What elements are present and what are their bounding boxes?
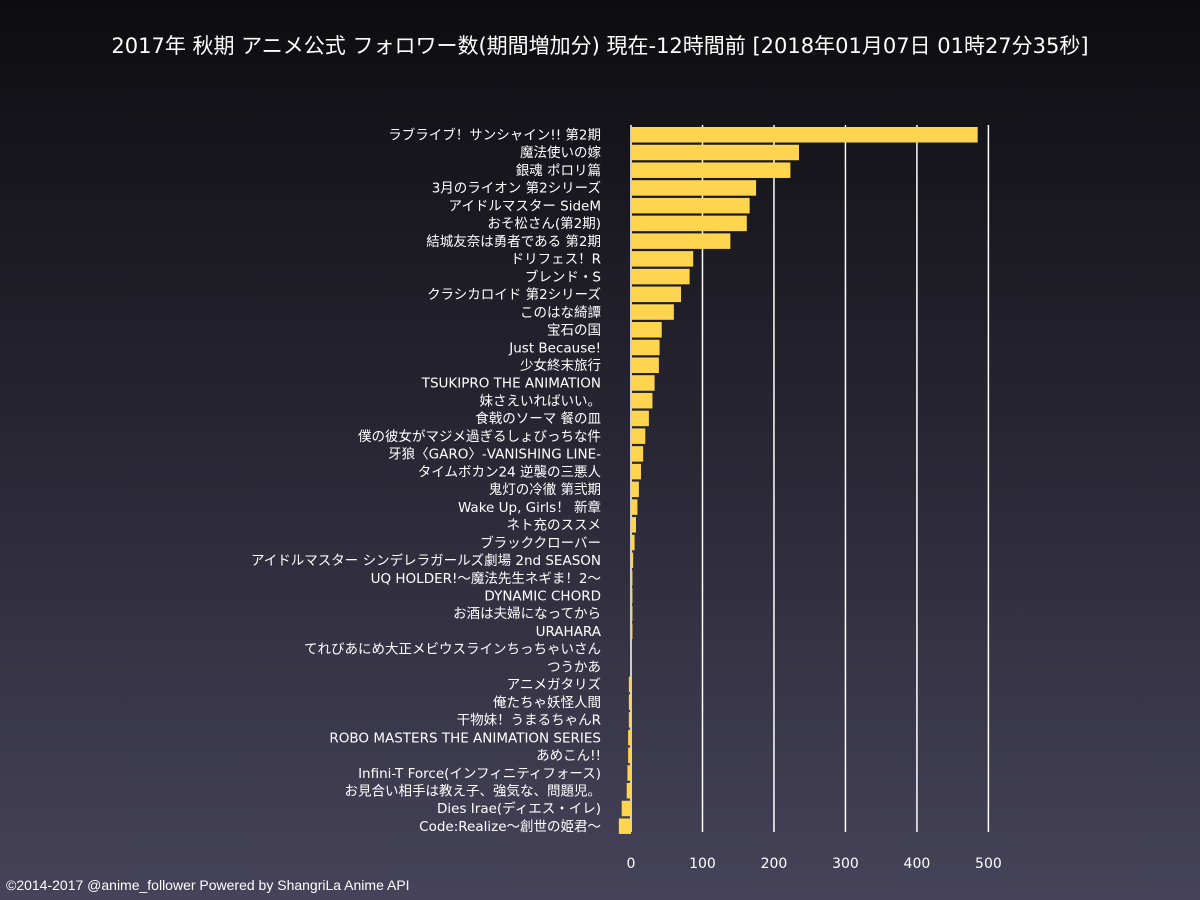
- category-label: Just Because!: [508, 340, 601, 356]
- category-label: つうかあ: [547, 659, 601, 675]
- category-label: 妹さえいればいい。: [480, 393, 602, 409]
- category-label: 僕の彼女がマジメ過ぎるしょびっちな件: [358, 428, 601, 445]
- bar: [631, 587, 633, 604]
- x-tick-label: 300: [832, 856, 859, 872]
- bar: [631, 144, 799, 161]
- category-label: 結城友奈は勇者である 第2期: [426, 233, 601, 250]
- category-label: あめこん!!: [536, 748, 601, 764]
- bar: [631, 268, 690, 285]
- bar: [631, 339, 660, 356]
- bar: [631, 623, 633, 639]
- bar: [627, 765, 631, 781]
- category-label: 俺たちゃ妖怪人間: [493, 695, 601, 711]
- category-label: 食戟のソーマ 餐の皿: [475, 410, 601, 427]
- category-label: ブレンド・S: [525, 268, 601, 285]
- category-label: アニメガタリズ: [507, 677, 601, 693]
- bar: [631, 534, 635, 551]
- bar: [631, 375, 655, 391]
- category-label: ネト充のススメ: [507, 518, 602, 534]
- category-label: Dies Irae(ディエス・イレ): [437, 800, 601, 817]
- bars: [618, 127, 978, 834]
- category-label: お酒は夫婦になってから: [453, 605, 601, 622]
- bar: [628, 747, 631, 764]
- category-label: 魔法使いの嫁: [520, 144, 601, 161]
- bar: [631, 215, 747, 232]
- bar: [631, 127, 978, 143]
- bar: [631, 517, 637, 533]
- category-label: お見合い相手は教え子、強気な、問題児。: [345, 784, 602, 800]
- category-label: タイムボカン24 逆襲の三悪人: [418, 463, 602, 480]
- x-tick-label: 100: [689, 856, 716, 872]
- bar: [631, 499, 638, 515]
- category-label: おそ松さん(第2期): [487, 215, 601, 232]
- category-label: てれびあにめ大正メビウスラインちっちゃいさん: [304, 642, 601, 658]
- category-label: 少女終末旅行: [520, 357, 601, 374]
- bar: [631, 392, 653, 409]
- bar: [618, 818, 631, 834]
- bar: [631, 570, 633, 586]
- chart-title: 2017年 秋期 アニメ公式 フォロワー数(期間増加分) 現在-12時間前 [2…: [111, 34, 1089, 58]
- bar: [628, 712, 631, 728]
- bar: [621, 800, 631, 817]
- category-label: 鬼灯の冷徹 第弐期: [489, 481, 601, 498]
- bar: [631, 197, 750, 214]
- category-label: 銀魂 ポロリ篇: [516, 163, 601, 179]
- bar: [631, 286, 682, 303]
- category-label: 3月のライオン 第2シリーズ: [432, 180, 601, 197]
- bar: [631, 251, 694, 267]
- category-label: TSUKIPRO THE ANIMATION: [421, 376, 601, 392]
- bar: [631, 304, 674, 320]
- bar: [628, 729, 631, 746]
- bar: [631, 605, 633, 622]
- bar: [631, 428, 646, 444]
- category-label: URAHARA: [536, 624, 602, 640]
- category-label: クラシカロイド 第2シリーズ: [427, 286, 601, 303]
- category-label: このはな綺譚: [520, 305, 601, 321]
- category-label: アイドルマスター SideM: [449, 198, 601, 214]
- category-label: 牙狼〈GARO〉-VANISHING LINE-: [388, 447, 601, 463]
- category-label: 宝石の国: [547, 323, 601, 339]
- bar: [631, 481, 639, 498]
- x-tick-labels: 0 100 200 300 400 500: [627, 856, 1002, 872]
- bar: [626, 783, 631, 799]
- bar: [628, 676, 631, 693]
- footer-credit: ©2014-2017 @anime_follower Powered by Sh…: [6, 877, 410, 893]
- bar: [631, 552, 634, 569]
- category-label: Code:Realize～創世の姫君～: [419, 819, 601, 835]
- category-label: 干物妹！うまるちゃんR: [457, 713, 601, 729]
- category-label: Infini-T Force(インフィニティフォース): [358, 766, 601, 782]
- category-label: ブラッククローバー: [480, 534, 601, 551]
- bar: [631, 322, 662, 338]
- x-tick-label: 400: [904, 856, 931, 872]
- category-label: ドリフェス！R: [511, 252, 601, 268]
- bar: [631, 162, 791, 178]
- x-tick-label: 0: [627, 856, 636, 872]
- bar: [631, 233, 731, 249]
- bar: [631, 180, 757, 196]
- category-label: ROBO MASTERS THE ANIMATION SERIES: [329, 730, 601, 746]
- category-label: ラブライブ！サンシャイン!! 第2期: [388, 127, 601, 144]
- x-tick-label: 200: [761, 856, 788, 872]
- category-label: アイドルマスター シンデレラガールズ劇場 2nd SEASON: [251, 552, 601, 569]
- bar: [631, 357, 659, 373]
- bar: [631, 446, 644, 462]
- category-label: Wake Up, Girls！ 新章: [458, 499, 601, 516]
- category-label: DYNAMIC CHORD: [484, 588, 601, 604]
- bar: [628, 694, 631, 710]
- x-tick-label: 500: [975, 856, 1002, 872]
- bar: [631, 410, 649, 427]
- bar: [631, 463, 642, 480]
- category-label: UQ HOLDER!～魔法先生ネギま！2～: [371, 571, 601, 587]
